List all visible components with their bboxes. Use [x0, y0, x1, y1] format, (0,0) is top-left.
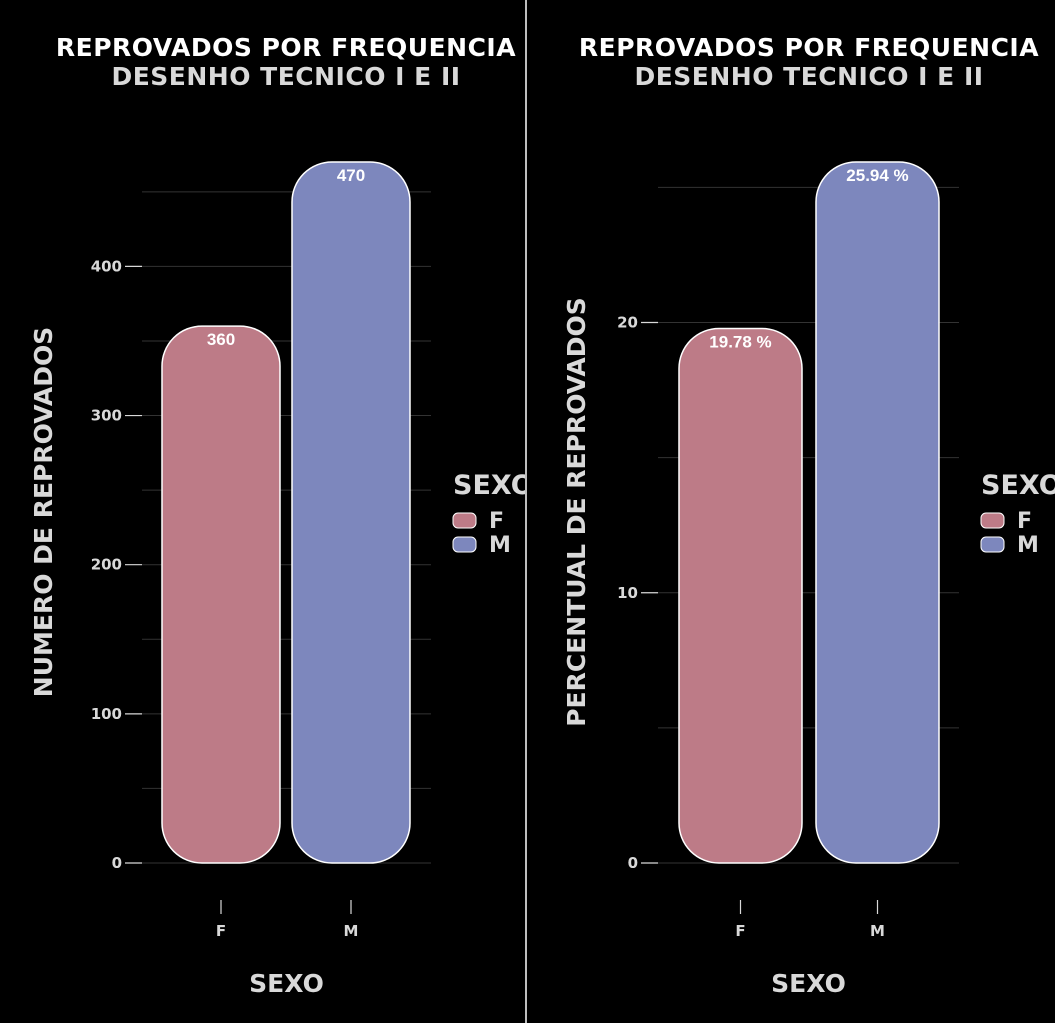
y-tick-label: 200: [91, 556, 122, 574]
panel-divider: [525, 0, 527, 1023]
legend-label: M: [1017, 533, 1039, 558]
bar-value-label: 25.94 %: [846, 166, 908, 185]
chart-panel-right: REPROVADOS POR FREQUENCIA DESENHO TECNICO…: [527, 0, 1055, 1023]
chart-panel-left: REPROVADOS POR FREQUENCIA DESENHO TECNICO…: [0, 0, 525, 1023]
x-tick-label: M: [344, 922, 359, 940]
legend-label: F: [1017, 509, 1032, 534]
y-tick-label: 20: [617, 314, 638, 332]
chart-subtitle: DESENHO TECNICO I E II: [111, 62, 460, 91]
legend-title: SEXO: [453, 470, 525, 501]
bar-f: [161, 325, 281, 864]
chart-title: REPROVADOS POR FREQUENCIA: [579, 33, 1039, 62]
legend-label: M: [489, 533, 511, 558]
legend-title: SEXO: [981, 470, 1055, 501]
x-tick-label: F: [735, 922, 745, 940]
y-tick-label: 0: [628, 854, 638, 872]
y-axis-title: NUMERO DE REPROVADOS: [29, 327, 58, 697]
bar-m: [291, 161, 411, 864]
legend-swatch-m: [452, 536, 477, 553]
x-axis-title: SEXO: [249, 969, 324, 998]
legend-swatch-f: [980, 512, 1005, 529]
chart-title: REPROVADOS POR FREQUENCIA: [56, 33, 516, 62]
x-axis-title: SEXO: [771, 969, 846, 998]
bar-value-label: 360: [207, 330, 235, 349]
chart-subtitle: DESENHO TECNICO I E II: [634, 62, 983, 91]
legend-swatch-m: [980, 536, 1005, 553]
bar-value-label: 19.78 %: [709, 332, 771, 351]
legend-label: F: [489, 509, 504, 534]
y-axis-title: PERCENTUAL DE REPROVADOS: [562, 297, 591, 727]
y-tick-label: 0: [112, 854, 122, 872]
bar-f: [678, 327, 803, 864]
x-tick-label: M: [870, 922, 885, 940]
y-tick-label: 100: [91, 705, 122, 723]
y-tick-label: 300: [91, 407, 122, 425]
bar-value-label: 470: [337, 166, 365, 185]
x-tick-label: F: [216, 922, 226, 940]
y-tick-label: 400: [91, 257, 122, 275]
bar-m: [815, 161, 940, 864]
legend-swatch-f: [452, 512, 477, 529]
y-tick-label: 10: [617, 584, 638, 602]
